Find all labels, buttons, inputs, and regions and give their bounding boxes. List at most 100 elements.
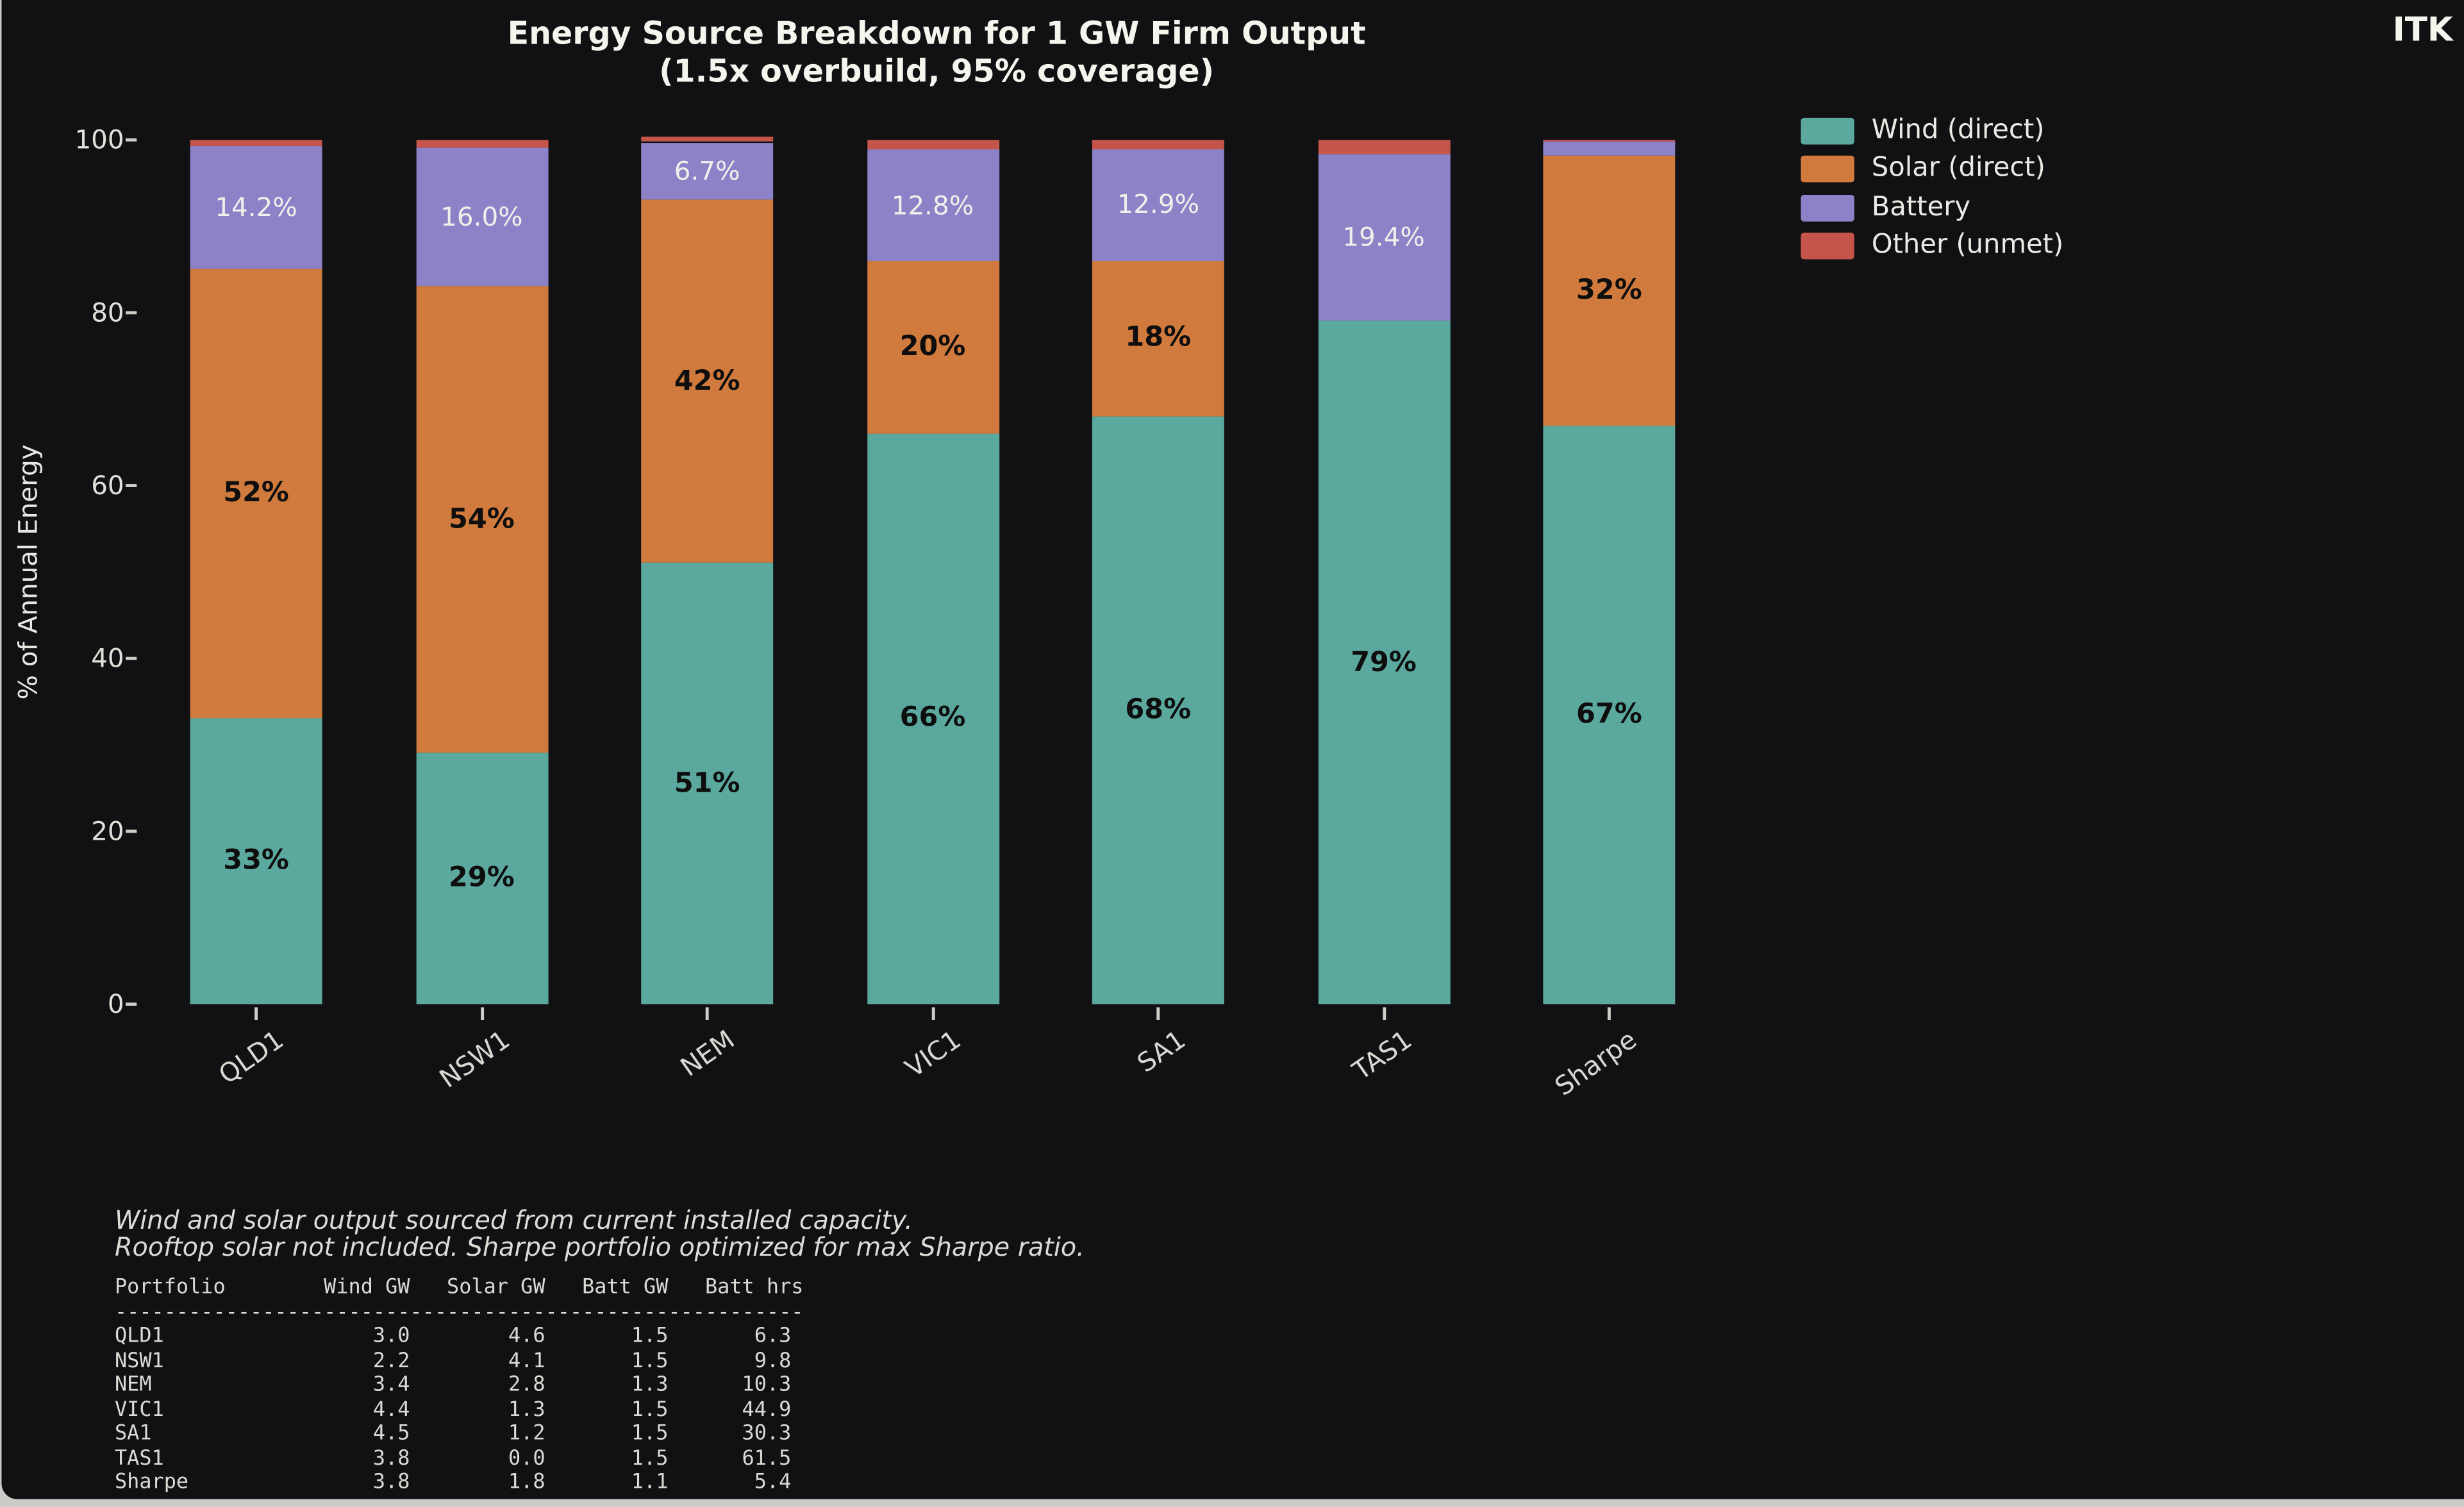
x-tick-mark [1607,1007,1611,1020]
table-divider-line: ----------------------------------------… [114,1300,804,1324]
x-tick-mark [1156,1007,1160,1020]
bar-value-label: 6.7% [674,156,740,187]
bar-segment: 20% [867,260,999,434]
bar-value-label: 16.0% [440,202,523,233]
bar-value-label: 12.8% [891,190,974,221]
table-row-line: NEM 3.4 2.8 1.3 10.3 [114,1373,792,1397]
y-tick-label: 20 [91,816,124,846]
legend-swatch [1801,156,1854,183]
legend-swatch [1801,194,1854,221]
bar-segment: 67% [1543,426,1676,1004]
x-tick-label: NSW1 [433,1024,515,1094]
bar-segment: 79% [1317,321,1450,1004]
legend-label: Battery [1871,191,1971,223]
x-tick-mark [1382,1007,1386,1020]
y-axis-title: % of Annual Energy [13,444,44,700]
x-tick-label: TAS1 [1346,1024,1417,1087]
bar-value-label: 19.4% [1342,222,1425,253]
y-tick-mark [126,310,137,314]
y-tick-label: 100 [74,124,124,154]
bar-segment [867,139,999,150]
bar-segment: 6.7% [641,142,774,201]
bar-value-label: 29% [449,862,515,894]
x-tick-label: SA1 [1131,1024,1192,1079]
table-row-line: TAS1 3.8 0.0 1.5 61.5 [114,1446,792,1470]
bar-value-label: 12.9% [1117,190,1200,220]
bar-value-label: 20% [899,331,966,363]
bar-value-label: 42% [674,365,740,397]
bar-value-label: 67% [1576,699,1642,731]
table-row-line: QLD1 3.0 4.6 1.5 6.3 [114,1324,792,1349]
legend-label: Wind (direct) [1871,114,2045,146]
bar-segment: 54% [415,286,548,754]
bar-segment: 14.2% [190,146,322,270]
y-tick-label: 60 [91,470,124,501]
y-tick-mark [126,138,137,142]
table-row-line: NSW1 2.2 4.1 1.5 9.8 [114,1349,792,1373]
bar-segment: 42% [641,200,774,563]
bar-segment: 19.4% [1317,153,1450,321]
bar-segment: 66% [867,433,999,1004]
bar-segment: 29% [415,753,548,1004]
y-tick-mark [126,1002,137,1006]
x-tick-label: Sharpe [1549,1024,1642,1102]
x-tick-label: QLD1 [213,1024,289,1090]
bar-segment [641,137,774,142]
x-tick-mark [705,1007,709,1020]
bar-value-label: 33% [223,845,289,878]
y-tick-mark [126,483,137,487]
y-tick-label: 80 [91,297,124,328]
chart-title-line1: Energy Source Breakdown for 1 GW Firm Ou… [507,14,1366,52]
y-tick-label: 0 [107,988,124,1019]
x-tick-mark [254,1007,258,1020]
brand-logo: ITK [2392,11,2453,49]
table-row-line: SA1 4.5 1.2 1.5 30.3 [114,1422,792,1446]
bar-segment: 18% [1092,260,1224,417]
bar-value-label: 14.2% [215,193,297,223]
bar-value-label: 52% [223,478,289,510]
bar-value-label: 68% [1125,694,1192,726]
chart-title: Energy Source Breakdown for 1 GW Firm Ou… [137,14,1736,90]
bar-segment: 32% [1543,155,1676,427]
x-tick-label: NEM [675,1024,740,1083]
bar-segment [1543,139,1676,142]
bar-segment: 12.9% [1092,149,1224,261]
bar-value-label: 32% [1576,275,1642,307]
y-tick-label: 40 [91,643,124,673]
bar-value-label: 18% [1125,322,1192,354]
bar-value-label: 66% [899,703,966,735]
legend-label: Solar (direct) [1871,153,2045,185]
bar-value-label: 54% [449,504,515,536]
x-tick-mark [931,1007,935,1020]
y-tick-mark [126,656,137,660]
bar-segment [190,139,322,147]
bar-segment [1543,141,1676,156]
bar-segment: 68% [1092,416,1224,1004]
bar-segment: 12.8% [867,149,999,261]
table-header-line: Portfolio Wind GW Solar GW Batt GW Batt … [114,1276,804,1300]
footnote-line: Rooftop solar not included. Sharpe portf… [114,1231,1085,1262]
portfolio-table: Portfolio Wind GW Solar GW Batt GW Batt … [115,1276,803,1495]
bar-value-label: 79% [1351,646,1417,678]
x-tick-label: VIC1 [899,1024,966,1084]
bar-segment: 16.0% [415,148,548,287]
legend-swatch [1801,117,1854,145]
y-tick-mark [126,829,137,833]
legend-label: Other (unmet) [1871,229,2064,261]
chart-title-line2: (1.5x overbuild, 95% coverage) [659,51,1215,89]
x-tick-mark [479,1007,483,1020]
legend-swatch [1801,232,1854,260]
bar-segment: 51% [641,563,774,1004]
table-row-line: VIC1 4.4 1.3 1.5 44.9 [114,1397,792,1422]
bar-segment [1092,139,1224,149]
footnote-line: Wind and solar output sourced from curre… [114,1205,913,1235]
bar-segment: 33% [190,719,322,1004]
bar-segment: 52% [190,269,322,719]
bar-segment [1317,139,1450,154]
bar-value-label: 51% [674,767,740,799]
table-row-line: Sharpe 3.8 1.8 1.1 5.4 [114,1470,792,1495]
bar-segment [415,139,548,149]
